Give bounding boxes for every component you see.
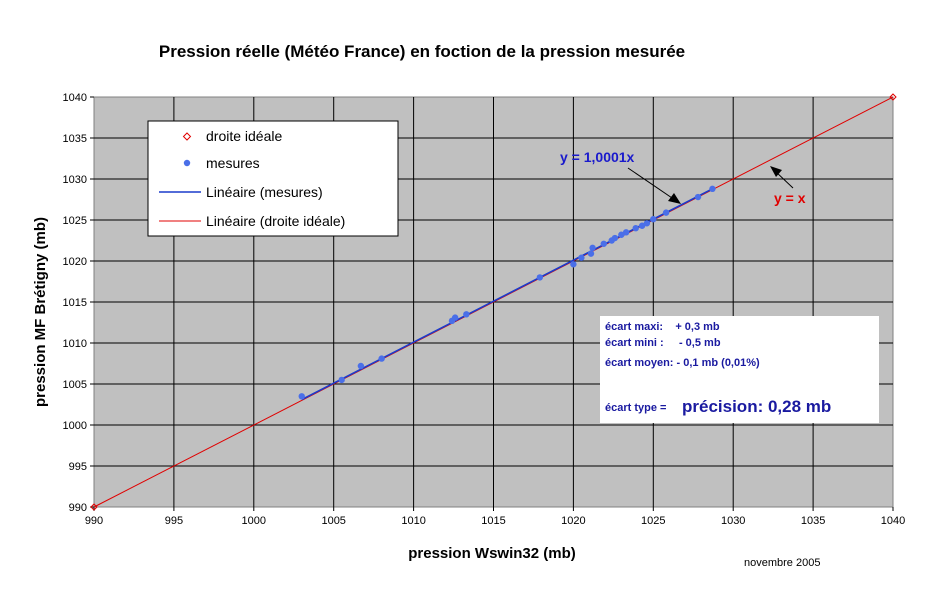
data-point-mesure [709,185,716,193]
stats-std-prefix: écart type = [605,402,666,414]
chart-title: Pression réelle (Météo France) en foctio… [159,42,685,61]
data-point-mesure [378,355,385,362]
data-point-ideal [889,93,897,101]
data-point-mesure [650,215,657,223]
x-tick-label: 1005 [321,515,345,527]
fit-arrow-head [668,193,681,204]
gridlines [94,97,893,507]
y-tick-label: 1005 [63,379,87,391]
x-tick-label: 1025 [641,515,665,527]
data-point-mesure [618,231,625,238]
y-tick-label: 990 [69,502,87,514]
x-axis-ticks: 990 995 1000 1005 1010 1015 1020 1025 1030 1035 10… [85,507,905,527]
data-point-mesure [463,311,470,318]
y-tick-label: 1010 [63,338,87,350]
data-point-mesure [357,362,365,370]
y-tick-label: 1015 [63,297,87,309]
footnote-date: novembre 2005 [744,557,820,569]
legend-label: Linéaire (droite idéale) [206,213,345,229]
data-point-mesure [451,314,459,321]
stats-box-bg [600,316,879,423]
legend-label: mesures [206,155,260,171]
legend-label: droite idéale [206,128,282,144]
legend-item-droite-ideale: droite idéale [182,128,282,144]
data-point-mesure [298,393,305,400]
ideal-arrow-head [770,166,782,177]
y-tick-label: 1040 [63,92,87,104]
fit-arrow-line [627,167,676,201]
ideal-equation-label: y = x [774,190,806,206]
x-tick-label: 1000 [242,515,266,527]
y-tick-label: 1030 [63,174,87,186]
y-tick-label: 1025 [63,215,87,227]
stats-max: écart maxi: + 0,3 mb [605,321,720,333]
data-point-mesure [694,193,702,201]
legend-item-lineaire-ideale: Linéaire (droite idéale) [159,213,345,229]
series-points [90,93,897,511]
legend-diamond-marker [182,132,192,141]
y-tick-label: 1035 [63,133,87,145]
y-tick-label: 1000 [63,420,87,432]
data-point-mesure [611,234,619,242]
x-tick-label: 1035 [801,515,825,527]
x-tick-label: 990 [85,515,103,527]
x-tick-label: 995 [165,515,183,527]
data-point-mesure [662,209,670,216]
stats-min: écart mini : - 0,5 mb [605,337,721,349]
y-tick-label: 1020 [63,256,87,268]
data-point-mesure [536,274,544,281]
y-tick-label: 995 [69,461,87,473]
data-point-mesure [643,220,651,227]
x-tick-label: 1010 [401,515,425,527]
stats-box: écart maxi: + 0,3 mb écart mini : - 0,5 … [600,316,879,423]
legend-box [147,120,399,237]
data-point-ideal [90,503,98,511]
data-point-mesure [632,225,639,232]
data-point-mesure [570,261,577,268]
stats-mean: écart moyen: - 0,1 mb (0,01%) [605,357,760,369]
data-point-mesure [338,376,345,384]
data-point-mesure [589,244,596,252]
y-axis-label: pression MF Brétigny (mb) [32,217,49,407]
data-point-mesure [638,222,646,229]
x-tick-label: 1020 [561,515,585,527]
data-point-mesure [622,229,630,236]
legend: droite idéale mesures Linéaire (mesures)… [147,120,399,237]
x-axis-label: pression Wswin32 (mb) [408,545,576,562]
fit-equation-label: y = 1,0001x [560,149,635,165]
data-point-mesure [600,240,607,247]
legend-item-mesures: mesures [183,155,260,171]
legend-circle-marker [183,159,191,167]
x-tick-label: 1015 [481,515,505,527]
data-point-mesure [587,250,595,257]
data-point-mesure [578,254,585,261]
y-axis-ticks: 990 995 1000 1005 1010 1015 1020 1025 1030 1035 10… [63,92,94,514]
x-tick-label: 1030 [721,515,745,527]
x-tick-label: 1040 [881,515,905,527]
legend-item-lineaire-mesures: Linéaire (mesures) [159,184,323,200]
stats-std-value: précision: 0,28 mb [682,397,831,416]
legend-label: Linéaire (mesures) [206,184,323,200]
